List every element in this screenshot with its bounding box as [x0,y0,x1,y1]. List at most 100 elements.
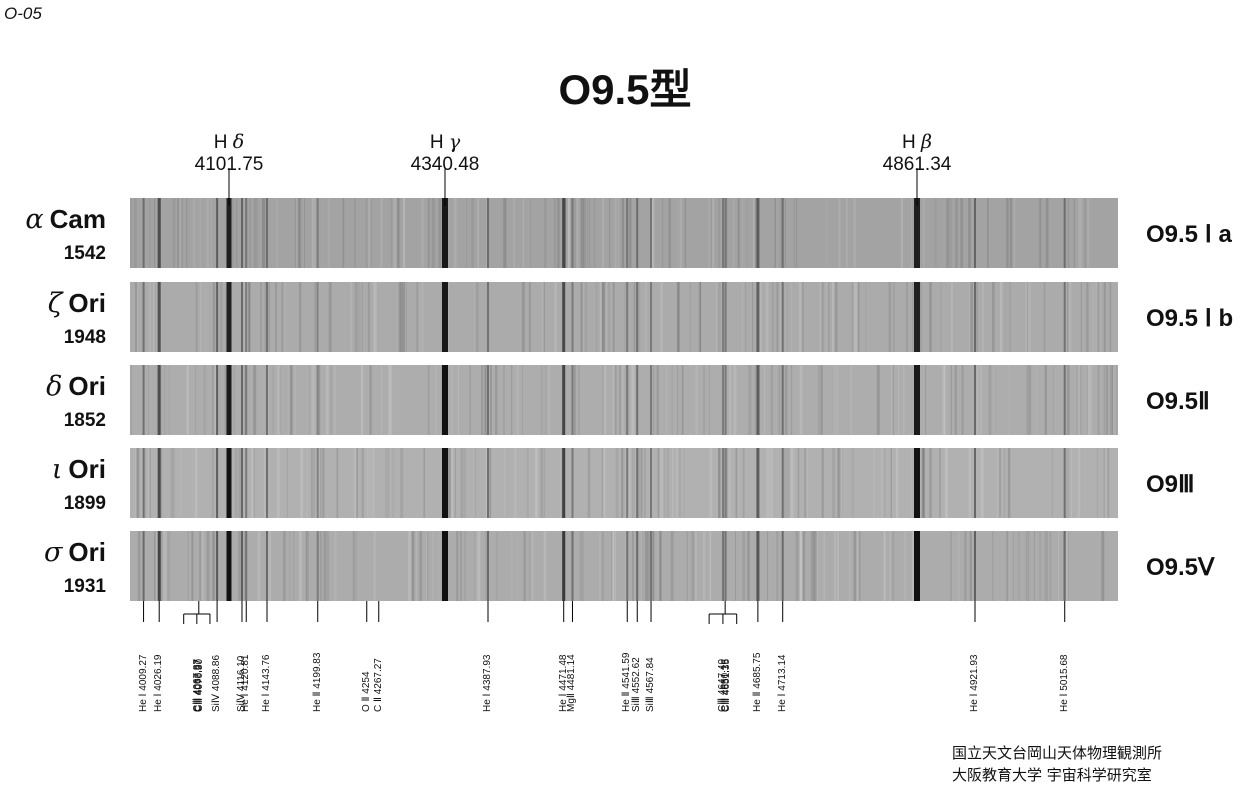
absorption-line [442,448,448,518]
spectrum-texture [911,531,915,601]
spectrum-texture [679,448,681,518]
spectrum-texture [323,531,327,601]
spectrum-texture [992,282,995,352]
spectrum-texture [716,282,717,352]
spectrum-texture [304,198,305,268]
spectrum-texture [766,448,770,518]
spectrum-texture [361,448,364,518]
spectrum-texture [299,531,302,601]
spectrum-texture [1097,365,1100,435]
spectrum-texture [897,365,900,435]
spectrum-texture [1080,365,1082,435]
spectrum-texture [554,282,556,352]
spectrum-texture [543,448,545,518]
absorption-line [487,282,489,352]
spectrum-texture [354,448,357,518]
spectrum-texture [206,198,209,268]
spectrum-texture [389,365,393,435]
spectrum-texture [838,448,841,518]
spectrum-texture [365,198,369,268]
line-id-label: He Ⅰ 4009.27 [137,654,149,712]
spectrum-texture [200,282,202,352]
spectrum-texture [968,448,971,518]
spectrum-texture [360,365,363,435]
spectrum-texture [712,198,714,268]
spectrum-texture [1006,531,1009,601]
spectrum-texture [726,448,729,518]
star-greek-letter: ζ [47,288,63,319]
spectrum-texture [633,282,636,352]
spectrum-texture [238,448,242,518]
spectrum-texture [181,198,183,268]
absorption-line [245,365,248,435]
spectrum-strip [130,198,1118,268]
absorption-line [724,365,727,435]
spectrum-texture [601,448,603,518]
spectrum-texture [399,282,403,352]
spectrum-texture [911,198,912,268]
spectrum-texture [367,282,370,352]
spectrum-texture [1098,282,1101,352]
absorption-line [914,365,920,435]
spectrum-texture [160,531,163,601]
line-id-label: He Ⅰ 4143.76 [261,654,272,712]
spectrum-strip [130,282,1118,352]
spectrum-texture [638,448,641,518]
spectrum-texture [1043,282,1046,352]
spectrum-texture [996,448,1000,518]
spectrum-texture [638,448,640,518]
spectrum-texture [257,531,260,601]
spectrum-texture [922,448,925,518]
spectrum-texture [526,448,529,518]
spectrum-texture [199,198,201,268]
spectrum-texture [367,198,371,268]
spectrum-texture [955,198,958,268]
spectrum-texture [212,282,216,352]
spectrum-texture [251,448,254,518]
absorption-line [442,365,448,435]
spectrum-texture [1007,448,1011,518]
spectrum-texture [419,531,422,601]
absorption-line [626,365,629,435]
spectrum-texture [503,365,505,435]
spectrum-texture [373,282,375,352]
spectrum-texture [186,198,188,268]
spectrum-texture [330,365,332,435]
spectrum-texture [1051,448,1054,518]
spectrum-texture [1045,198,1049,268]
spectrum-texture [264,282,266,352]
absorption-line [650,448,652,518]
spectrum-texture [361,282,363,352]
spectrum-texture [1105,365,1109,435]
absorption-line [142,531,145,601]
spectrum-texture [709,198,712,268]
star-name: ζ Ori [6,288,106,319]
spectrum-texture [618,198,619,268]
spectrum-texture [576,198,579,268]
absorption-line [650,198,652,268]
absorption-line [974,282,976,352]
spectrum-texture [834,365,837,435]
spectrum-texture [806,448,808,518]
spectrum-texture [318,365,321,435]
spectrum-texture [841,448,843,518]
line-id-label: MgⅡ 4481.14 [566,654,578,712]
spectrum-texture [134,448,137,518]
spectrum-texture [258,531,261,601]
spectrum-texture [779,198,781,268]
spectrum-texture [752,282,754,352]
spectrum-texture [1087,365,1089,435]
spectrum-texture [192,531,194,601]
spectrum-texture [583,282,585,352]
absorption-line [316,365,319,435]
spectrum-texture [320,448,322,518]
spectrum-texture [406,282,407,352]
spectrum-texture [172,448,175,518]
spectrum-texture [475,448,476,518]
absorption-line [245,531,248,601]
spectrum-texture [979,365,982,435]
spectrum-texture [1090,365,1092,435]
spectrum-texture [225,282,227,352]
spectrum-texture [1116,365,1118,435]
spectrum-texture [232,198,234,268]
